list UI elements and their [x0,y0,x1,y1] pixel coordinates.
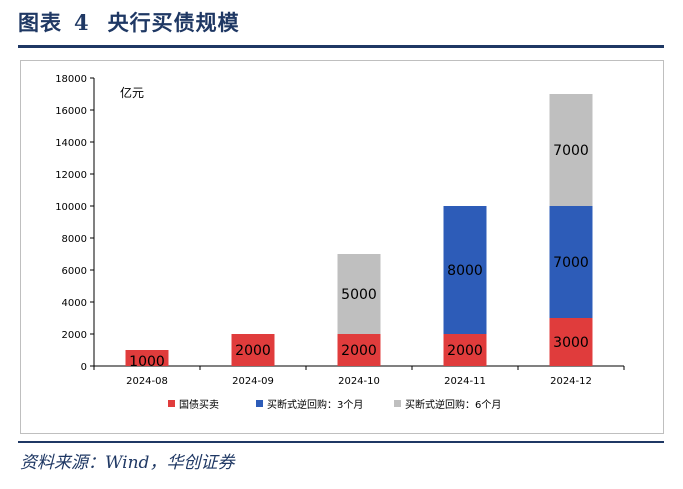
bar-segment [549,94,593,206]
footer-rule [18,441,664,443]
chart-frame: 0 2000 4000 6000 8000 10000 12000 14000 16000 180… [20,60,664,434]
data-label: 3000 [553,335,589,351]
bar-segment [443,206,487,334]
bar-segment [337,254,381,334]
y-tick-label: 12000 [55,170,87,181]
x-tick-label: 2024-12 [550,376,592,387]
bar-segment [231,334,275,366]
data-label: 2000 [235,343,271,359]
bar-segment [125,350,169,366]
legend-label: 买断式逆回购：3个月 [267,398,363,411]
y-tick-label: 8000 [62,234,87,245]
title-rule [18,45,664,48]
y-tick-label: 2000 [62,330,87,341]
y-tick-label: 6000 [62,266,87,277]
data-label: 7000 [553,143,589,159]
legend-swatch [256,400,263,407]
y-tick-label: 0 [81,362,87,373]
bar-segment [549,318,593,366]
x-tick-label: 2024-09 [232,376,274,387]
legend-label: 国债买卖 [179,398,219,411]
x-tick-label: 2024-11 [444,376,486,387]
data-label: 2000 [447,343,483,359]
x-tick-label: 2024-10 [338,376,380,387]
stacked-bar-chart: 0 2000 4000 6000 8000 10000 12000 14000 16000 180… [55,74,625,411]
y-unit-label: 亿元 [120,85,144,100]
x-tick-label: 2024-08 [126,376,168,387]
data-label: 5000 [341,287,377,303]
data-label: 2000 [341,343,377,359]
legend-swatch [394,400,401,407]
data-label: 8000 [447,263,483,279]
legend-label: 买断式逆回购：6个月 [405,398,501,411]
figure-number: 4 [74,10,90,35]
figure-title: 图表 4 央行买债规模 [18,6,240,40]
bar-segment [443,334,487,366]
bar-segment [337,334,381,366]
y-tick-label: 14000 [55,138,87,149]
legend-swatch [168,400,175,407]
figure-title-text: 央行买债规模 [107,10,240,35]
data-label: 7000 [553,255,589,271]
bar-segment [549,206,593,318]
figure-label: 图表 [18,10,62,35]
y-tick-label: 16000 [55,106,87,117]
y-tick-label: 10000 [55,202,87,213]
y-tick-label: 18000 [55,74,87,85]
y-tick-label: 4000 [62,298,87,309]
data-label: 1000 [129,354,165,370]
source-note: 资料来源：Wind，华创证券 [20,453,235,473]
